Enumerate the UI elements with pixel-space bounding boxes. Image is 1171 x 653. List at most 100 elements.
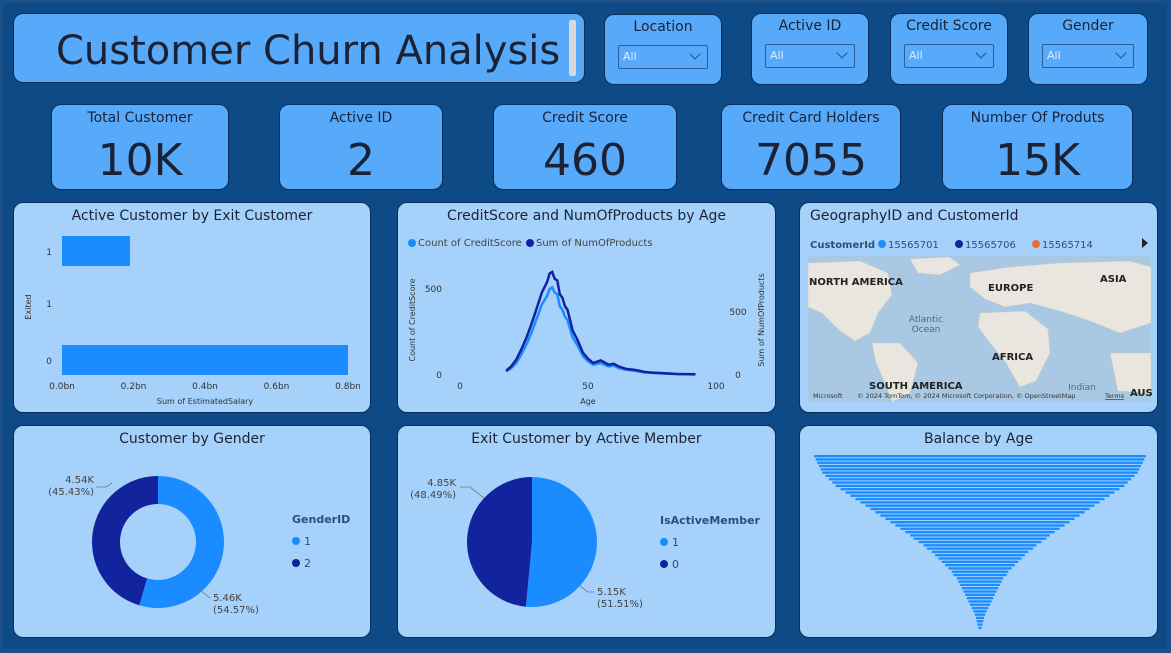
slicer-active-id[interactable]: Active ID All	[751, 13, 869, 85]
y-axis-label: Exited	[24, 294, 33, 319]
legend-marker	[292, 559, 300, 567]
funnel-bar	[935, 554, 1025, 557]
leader-line	[460, 486, 485, 499]
funnel-bar	[976, 620, 984, 623]
data-label: 4.54K	[65, 475, 94, 486]
slicer-value: All	[909, 49, 923, 62]
slicer-dropdown[interactable]: All	[618, 45, 708, 69]
map-label: AUS	[1130, 388, 1153, 399]
kpi-label: Total Customer	[87, 110, 193, 126]
slicer-dropdown[interactable]: All	[904, 44, 994, 68]
landmass	[969, 260, 1152, 334]
funnel-bar	[975, 613, 985, 616]
slicer-credit-score[interactable]: Credit Score All	[890, 13, 1008, 85]
panel-exit-by-active-member[interactable]: Exit Customer by Active Member 5.15K (51.…	[397, 425, 776, 638]
geography-map[interactable]: CustomerId 15565701 15565706 15565714 NORTH …	[800, 203, 1158, 413]
map-terms-link[interactable]: Terms	[1104, 392, 1125, 400]
y-tick-label: 1	[46, 248, 52, 258]
slicer-label: Active ID	[778, 18, 842, 34]
slicer-gender[interactable]: Gender All	[1028, 13, 1148, 85]
funnel-bar	[880, 514, 1080, 517]
funnel-bar	[951, 570, 1009, 573]
panel-customer-by-gender[interactable]: Customer by Gender 5.46K (54.57%) 4.54K (45…	[13, 425, 371, 638]
funnel-bar	[958, 580, 1002, 583]
funnel-bar	[818, 464, 1142, 468]
funnel-bar	[945, 563, 1015, 567]
funnel-bar	[865, 504, 1095, 507]
map-label: SOUTH AMERICA	[869, 381, 963, 392]
landmass	[1109, 352, 1152, 394]
slicer-location[interactable]: Location All	[604, 14, 722, 85]
funnel-bar	[973, 610, 987, 613]
legend-label: 2	[304, 557, 311, 570]
chevron-right-icon	[1142, 238, 1148, 248]
map-label: EUROPE	[988, 283, 1033, 294]
map-label: Indian	[1068, 383, 1096, 393]
legend-label: 15565714	[1042, 240, 1093, 251]
panel-balance-by-age[interactable]: Balance by Age	[799, 425, 1158, 638]
slicer-label: Location	[633, 19, 693, 35]
leader-line	[579, 585, 594, 593]
page-title: Customer Churn Analysis	[56, 28, 561, 74]
legend-title: IsActiveMember	[660, 514, 761, 527]
panel-credit-by-age[interactable]: CreditScore and NumOfProducts by Age Cou…	[397, 202, 776, 413]
title-scrollbar[interactable]	[569, 20, 576, 76]
panel-active-by-exit[interactable]: Active Customer by Exit Customer 1 1 0 0.0b…	[13, 202, 371, 413]
funnel-bar	[966, 596, 994, 600]
line-chart-age: Count of CreditScore Sum of NumOfProducts…	[408, 238, 766, 406]
legend-label: 15565706	[965, 240, 1016, 251]
y2-tick-label: 500	[729, 308, 746, 318]
funnel-bar	[855, 497, 1105, 501]
data-label: 5.15K	[597, 587, 626, 598]
leader-line	[96, 482, 113, 488]
data-label-pct: (54.57%)	[213, 605, 259, 616]
map-label: ASIA	[1100, 274, 1127, 285]
funnel-bar	[961, 587, 999, 590]
funnel-bar	[968, 600, 992, 603]
slicer-dropdown[interactable]: All	[1042, 44, 1134, 68]
funnel-chart-balance	[814, 455, 1146, 629]
kpi-value: 2	[347, 135, 375, 186]
legend-marker	[955, 240, 963, 248]
y-tick-label: 0	[46, 357, 52, 367]
map-label: Atlantic	[909, 315, 943, 325]
y-tick-label: 1	[46, 300, 52, 310]
slicer-label: Gender	[1062, 18, 1114, 34]
map-attribution: © 2024 TomTom, © 2024 Microsoft Corporat…	[857, 392, 1075, 400]
data-label: 5.46K	[213, 593, 242, 604]
legend-label: 1	[304, 535, 311, 548]
x-tick-label: 0	[457, 382, 463, 392]
slicer-label: Credit Score	[906, 18, 992, 34]
slicer-value: All	[1047, 49, 1061, 62]
slicer-value: All	[770, 49, 784, 62]
chevron-down-icon	[836, 47, 848, 59]
chevron-down-icon	[1115, 47, 1127, 59]
legend-marker	[1032, 240, 1040, 248]
x-tick-label: 0.4bn	[192, 382, 218, 392]
funnel-bar	[970, 603, 990, 606]
leader-line	[199, 589, 211, 599]
funnel-bar	[926, 547, 1034, 550]
x-tick-label: 0.8bn	[335, 382, 361, 392]
panel-geography-map[interactable]: GeographyID and CustomerId CustomerId 155…	[799, 202, 1158, 413]
y-axis-label: Count of CreditScore	[408, 278, 417, 361]
landmass	[807, 260, 893, 342]
funnel-bar	[828, 478, 1132, 481]
legend-marker	[660, 560, 668, 568]
funnel-bar	[918, 540, 1042, 544]
legend-label: 1	[672, 536, 679, 549]
slicer-dropdown[interactable]: All	[765, 44, 855, 68]
title-card: Customer Churn Analysis	[13, 13, 585, 83]
legend-label: 0	[672, 558, 679, 571]
funnel-bar	[817, 461, 1143, 464]
data-label-pct: (48.49%)	[410, 490, 456, 501]
pie-slice	[525, 477, 597, 607]
chart-title: Balance by Age	[924, 431, 1033, 447]
funnel-bar	[850, 494, 1110, 497]
legend-title: GenderID	[292, 513, 350, 526]
funnel-bar	[815, 458, 1145, 461]
kpi-value: 460	[543, 135, 627, 186]
funnel-bar	[941, 560, 1019, 563]
funnel-bar	[832, 481, 1128, 484]
chart-title: CreditScore and NumOfProducts by Age	[446, 208, 727, 224]
